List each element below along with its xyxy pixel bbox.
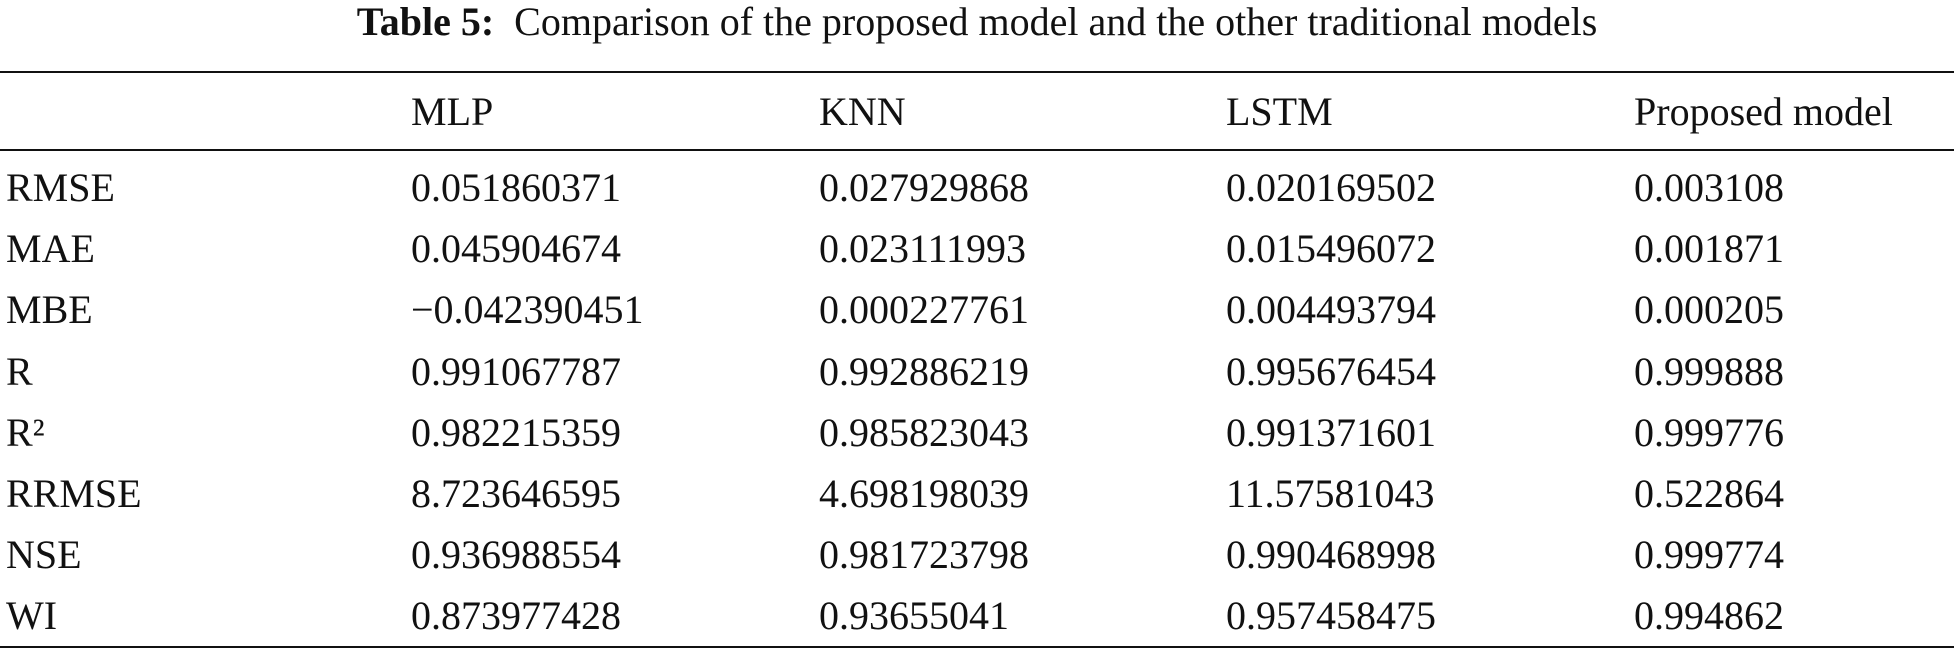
top-rule <box>0 71 1954 73</box>
table-cell: 0.957458475 <box>1226 593 1436 639</box>
table-cell: 0.015496072 <box>1226 226 1436 272</box>
table-cell: 0.003108 <box>1634 165 1784 210</box>
table-cell: 0.936988554 <box>411 532 621 578</box>
table-cell: 4.698198039 <box>819 471 1029 516</box>
table-cell: 0.93655041 <box>819 593 1009 639</box>
caption-label: Table 5: <box>356 0 495 44</box>
row-label: RMSE <box>6 165 115 210</box>
header-rule <box>0 149 1954 151</box>
table-cell: 0.001871 <box>1634 226 1784 272</box>
table-cell: 0.045904674 <box>411 226 621 272</box>
table-cell: 0.023111993 <box>819 226 1027 272</box>
table-cell: 0.990468998 <box>1226 532 1436 578</box>
table-cell: 0.991371601 <box>1226 409 1436 455</box>
column-header: MLP <box>411 89 494 134</box>
table-cell: 0.004493794 <box>1226 287 1436 333</box>
table-cell: 0.985823043 <box>819 409 1029 455</box>
row-label: MBE <box>6 287 93 333</box>
table-cell: 0.873977428 <box>411 593 621 639</box>
column-header: KNN <box>819 89 906 134</box>
table-cell: 0.981723798 <box>819 532 1029 578</box>
table-caption: Table 5: Comparison of the proposed mode… <box>0 0 1954 44</box>
column-header: Proposed model <box>1634 89 1893 134</box>
row-label: RRMSE <box>6 471 142 516</box>
row-label: R² <box>6 409 45 455</box>
table-cell: 0.020169502 <box>1226 165 1436 210</box>
row-label: MAE <box>6 226 95 272</box>
caption-text: Comparison of the proposed model and the… <box>514 0 1598 44</box>
table-cell: 11.57581043 <box>1226 471 1435 516</box>
table-cell: 0.999776 <box>1634 409 1784 455</box>
row-label: R <box>6 348 33 394</box>
table-cell: 0.000227761 <box>819 287 1029 333</box>
table-cell: 0.000205 <box>1634 287 1784 333</box>
table-cell: 0.991067787 <box>411 348 621 394</box>
table-cell: 0.027929868 <box>819 165 1029 210</box>
table-cell: 0.982215359 <box>411 409 621 455</box>
row-label: NSE <box>6 532 82 578</box>
table-cell: 0.999774 <box>1634 532 1784 578</box>
bottom-rule <box>0 646 1954 648</box>
row-label: WI <box>6 593 58 639</box>
table-cell: 0.051860371 <box>411 165 621 210</box>
table-cell: 0.999888 <box>1634 348 1784 394</box>
column-header: LSTM <box>1226 89 1333 134</box>
table-cell: 8.723646595 <box>411 471 621 516</box>
table-cell: 0.992886219 <box>819 348 1029 394</box>
table-cell: 0.522864 <box>1634 471 1784 516</box>
table-cell: 0.994862 <box>1634 593 1784 639</box>
table-cell: 0.995676454 <box>1226 348 1436 394</box>
table-cell: −0.042390451 <box>411 287 644 333</box>
